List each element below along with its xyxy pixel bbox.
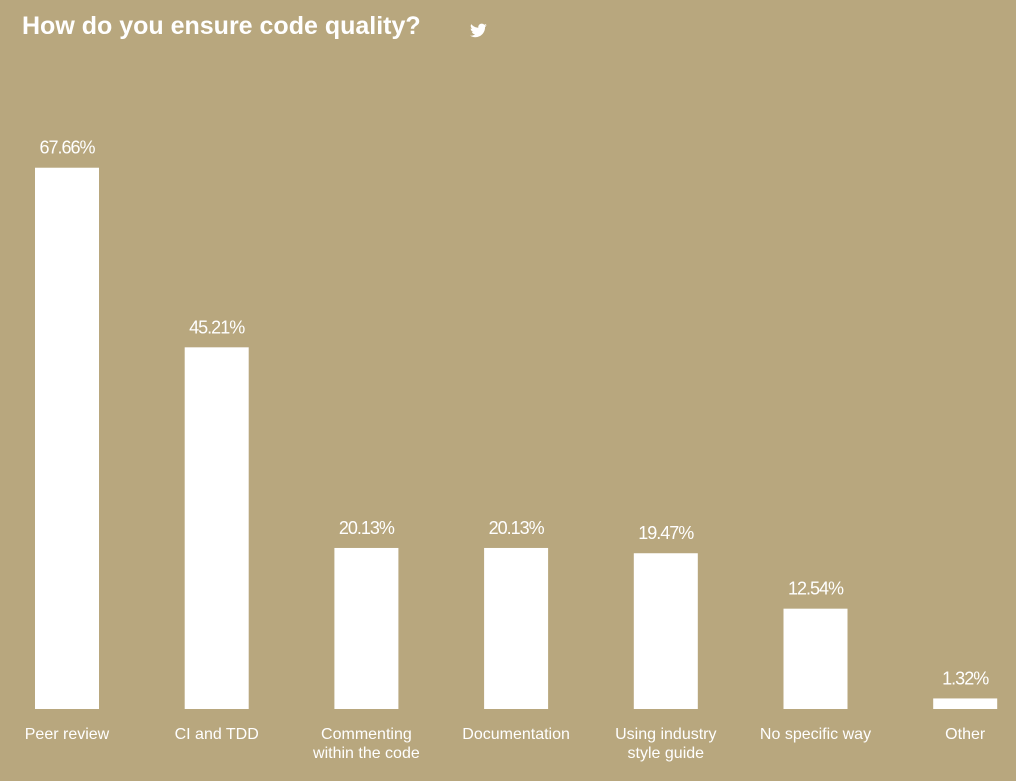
x-tick-label: CI and TDD: [174, 726, 259, 743]
x-tick-label: No specific way: [759, 726, 872, 743]
value-label: 67.66%: [39, 138, 95, 158]
chart-title: How do you ensure code quality?: [22, 12, 421, 40]
bar: [484, 547, 549, 709]
bar: [184, 347, 249, 709]
x-tick-label: Other: [945, 726, 986, 743]
x-tick-label: Using industry style guide: [615, 726, 717, 762]
value-label: 19.47%: [638, 523, 694, 543]
x-tick-label: Commenting within the code: [313, 726, 420, 762]
value-label: 20.13%: [339, 518, 395, 538]
bar: [334, 547, 399, 709]
value-label: 12.54%: [788, 579, 844, 599]
bar: [933, 698, 998, 709]
x-tick-label: Peer review: [24, 726, 110, 743]
value-label: 1.32%: [942, 668, 989, 688]
twitter-icon[interactable]: [470, 23, 487, 38]
bar: [633, 553, 698, 709]
value-label: 20.13%: [489, 518, 545, 538]
bar: [783, 608, 848, 709]
x-tick-label: Documentation: [462, 726, 570, 743]
value-label: 45.21%: [189, 317, 245, 337]
bar: [35, 167, 99, 710]
